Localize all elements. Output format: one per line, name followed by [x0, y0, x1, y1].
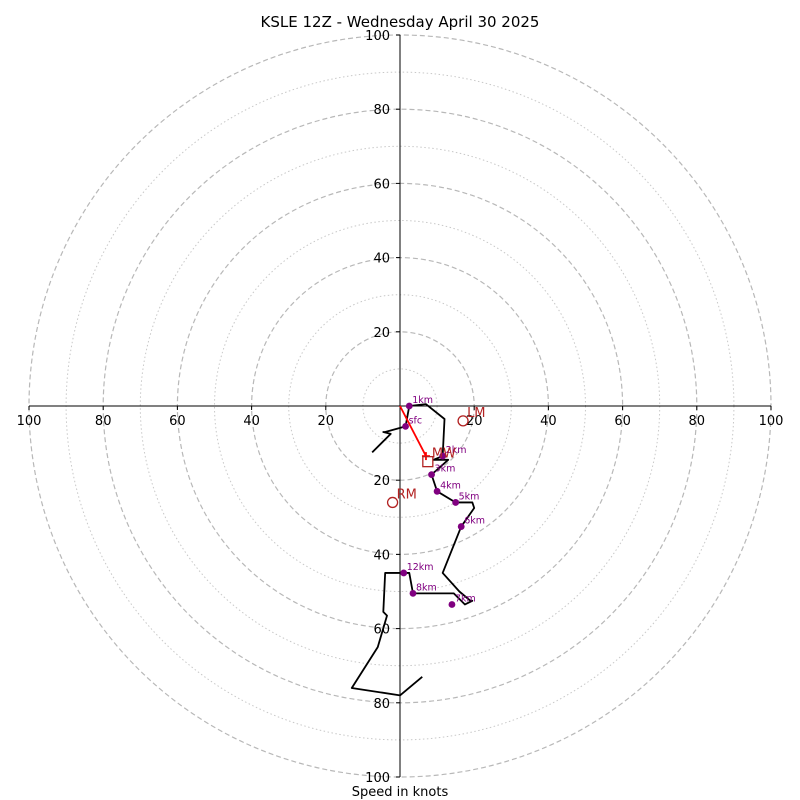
x-tick-label: 80 — [689, 414, 706, 429]
storm-motion-label: RM — [397, 487, 417, 502]
y-tick-label: 20 — [373, 474, 390, 489]
chart-title: KSLE 12Z - Wednesday April 30 2025 — [261, 13, 540, 31]
y-tick-label: 40 — [373, 252, 390, 267]
height-marker-label: 12km — [407, 562, 434, 573]
x-axis-label: Speed in knots — [352, 785, 449, 800]
y-tick-label: 100 — [365, 771, 390, 786]
x-tick-label: 80 — [95, 414, 112, 429]
height-marker-label: 8km — [416, 582, 437, 593]
height-marker-dot — [439, 452, 447, 460]
height-marker-label: 2km — [446, 445, 467, 456]
height-marker-dot — [428, 471, 435, 479]
height-marker-label: sfc — [409, 415, 423, 426]
x-tick-label: 60 — [169, 414, 186, 429]
tick-labels: 100 80 60 40 20 20 40 60 80 100 100 80 60 40 20 20 40 60 8… — [17, 29, 784, 786]
storm-motion-label: MW — [432, 447, 456, 462]
storm-motion-vector — [399, 405, 427, 457]
x-tick-label: 20 — [318, 414, 335, 429]
height-marker-label: 5km — [459, 491, 480, 502]
storm-motion-marker — [457, 415, 469, 427]
mean-wind-marker — [422, 455, 434, 468]
y-tick-label: 80 — [373, 697, 390, 712]
height-marker-dot — [452, 499, 460, 506]
height-marker-dot — [457, 523, 465, 530]
y-tick-label: 80 — [373, 103, 390, 118]
height-marker-dot — [400, 569, 408, 577]
y-tick-label: 40 — [373, 548, 390, 563]
x-tick-label: 40 — [540, 414, 557, 429]
x-tick-label: 40 — [243, 414, 260, 429]
storm-motion-markers: LM RM MW — [386, 405, 486, 509]
x-tick-label: 60 — [614, 414, 631, 429]
y-tick-label: 60 — [373, 177, 390, 192]
height-marker-dot — [448, 601, 456, 608]
height-marker-label: 4km — [440, 480, 461, 491]
height-marker-dot — [402, 423, 409, 430]
height-marker-label: 3km — [435, 464, 456, 475]
storm-motion-label: LM — [467, 406, 485, 421]
height-marker-label: 7km — [455, 593, 476, 604]
height-marker-dot — [433, 487, 441, 495]
y-tick-label: 20 — [373, 326, 390, 341]
height-marker-dot — [405, 402, 413, 410]
x-tick-label: 100 — [17, 414, 42, 429]
x-tick-label: 20 — [466, 414, 483, 429]
y-tick-label: 60 — [373, 623, 390, 638]
height-marker-label: 1km — [412, 395, 433, 406]
x-tick-label: 100 — [759, 414, 784, 429]
height-marker-label: 6km — [464, 516, 485, 527]
storm-motion-marker — [386, 496, 399, 509]
y-tick-label: 100 — [365, 29, 390, 44]
height-marker-dot — [409, 589, 417, 597]
